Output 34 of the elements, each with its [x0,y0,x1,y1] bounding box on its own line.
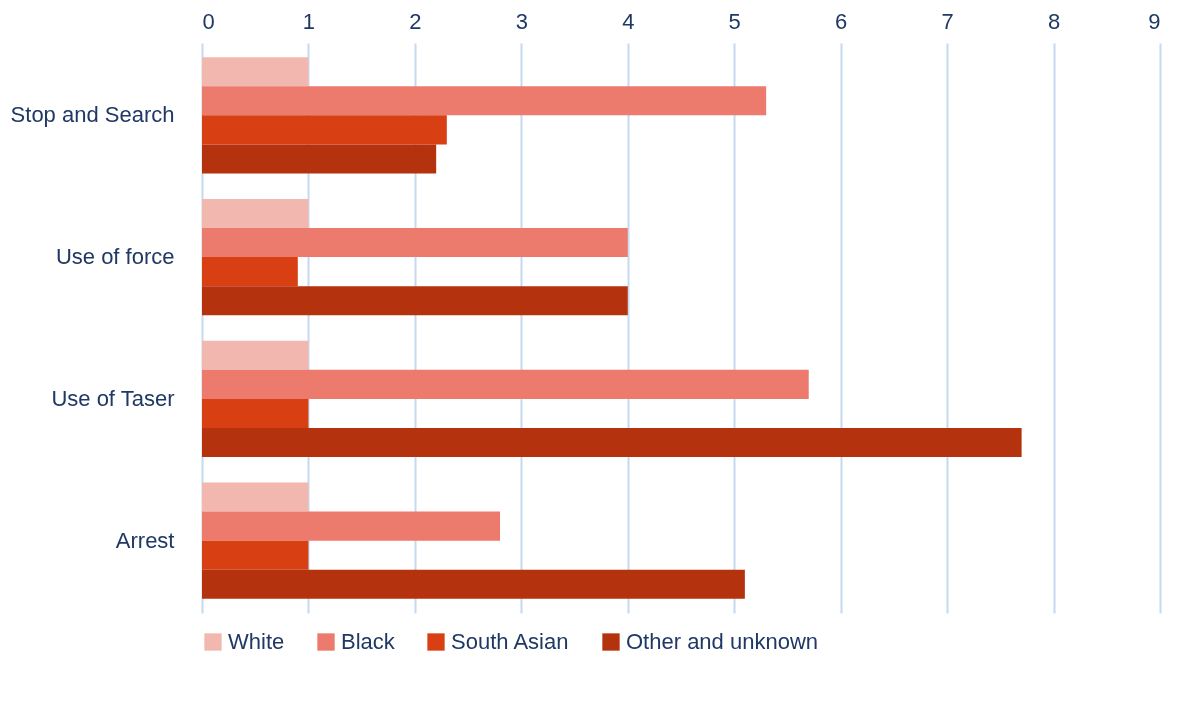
y-tick-label: Use of Taser [51,385,175,411]
x-tick-label: 5 [728,8,741,34]
legend-label: White [228,629,285,654]
y-tick-label: Arrest [115,527,175,553]
x-tick-label: 0 [202,8,215,34]
x-tick-label: 7 [941,8,954,34]
bar [202,228,628,258]
x-tick-label: 6 [835,8,848,34]
legend-label: Other and unknown [626,629,819,654]
bar [202,340,309,370]
legend-label: Black [341,629,396,654]
y-tick-label: Use of force [55,244,175,270]
bar [202,482,309,512]
bar [202,569,745,599]
bar [202,57,309,87]
bar [202,115,447,145]
legend-label: South Asian [451,629,569,654]
x-tick-label: 4 [622,8,635,34]
bar [202,540,309,570]
y-tick-label: Stop and Search [10,102,175,128]
bar [202,198,309,229]
bar [202,86,767,116]
x-tick-label: 3 [515,8,528,34]
bar [202,427,1022,458]
bar [202,257,298,287]
bar [202,144,437,174]
bar [202,398,309,428]
x-tick-label: 2 [409,8,422,34]
x-tick-label: 1 [302,8,316,34]
x-tick-label: 8 [1047,8,1061,34]
bar [202,511,501,541]
bar [202,286,628,316]
x-tick-label: 9 [1148,8,1161,34]
bar [202,369,809,399]
